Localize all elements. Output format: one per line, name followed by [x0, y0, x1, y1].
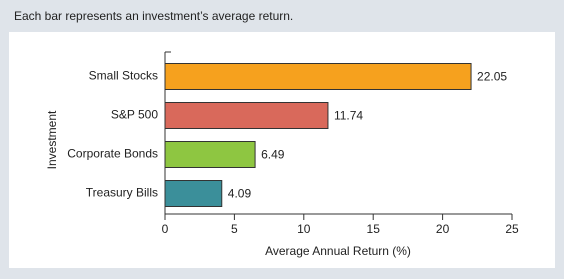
y-axis-label: Investment [45, 110, 59, 169]
x-tick-label: 25 [505, 222, 519, 236]
x-axis-label: Average Annual Return (%) [265, 244, 411, 258]
value-label: 6.49 [261, 148, 285, 162]
x-tick-label: 0 [162, 222, 169, 236]
value-label: 4.09 [228, 187, 252, 201]
y-tick-label: Treasury Bills [86, 186, 158, 200]
value-label: 22.05 [477, 70, 507, 84]
y-tick-label: Small Stocks [89, 69, 158, 83]
x-tick-label: 15 [367, 222, 381, 236]
x-tick-label: 5 [231, 222, 238, 236]
chart-title: Each bar represents an investment’s aver… [14, 9, 293, 23]
y-tick-label: Corporate Bonds [67, 147, 158, 161]
value-label: 11.74 [334, 109, 363, 123]
bar [164, 180, 223, 207]
x-tick-label: 20 [436, 222, 450, 236]
y-tick-label: S&P 500 [111, 108, 158, 122]
bar [164, 102, 329, 129]
x-tick-label: 10 [297, 222, 311, 236]
bar [164, 63, 472, 90]
bar [164, 141, 256, 168]
